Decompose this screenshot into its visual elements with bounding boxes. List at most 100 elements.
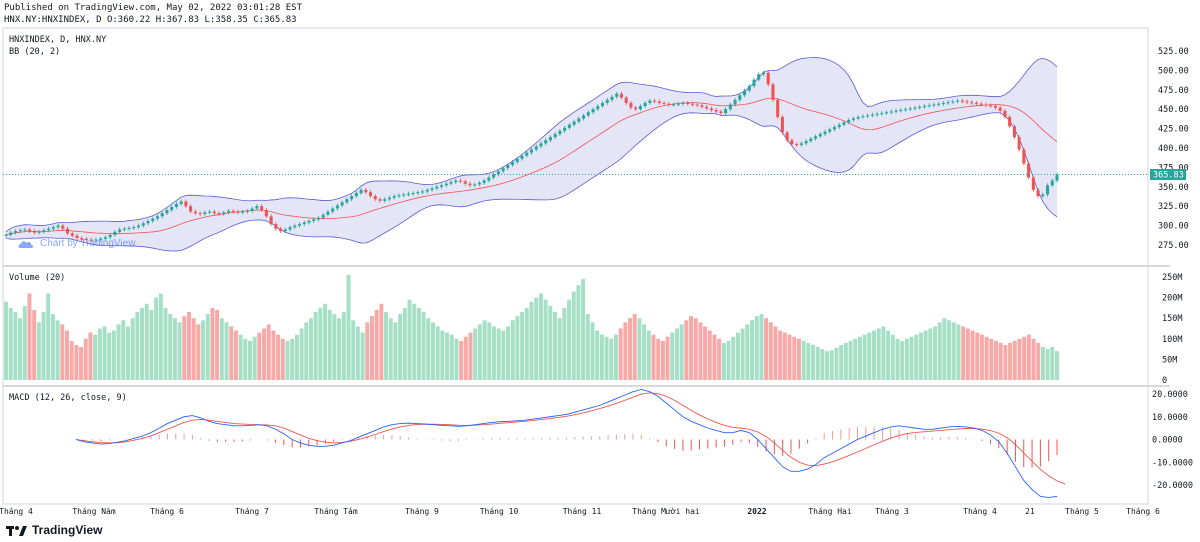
candle-body bbox=[99, 238, 103, 240]
volume-bar bbox=[529, 301, 534, 380]
volume-bar bbox=[524, 307, 529, 380]
candle-body bbox=[832, 127, 837, 130]
volume-bar bbox=[398, 314, 403, 380]
candle-body bbox=[449, 182, 453, 184]
volume-bar bbox=[881, 326, 886, 380]
volume-bar bbox=[276, 334, 281, 380]
volume-bar bbox=[862, 334, 867, 380]
volume-bar bbox=[581, 279, 586, 380]
candle-body bbox=[203, 212, 207, 214]
candle-body bbox=[222, 212, 226, 214]
candle-body bbox=[690, 103, 694, 105]
volume-bar bbox=[792, 336, 797, 380]
volume-bar bbox=[332, 314, 337, 380]
candle-body bbox=[146, 220, 150, 224]
volume-bar bbox=[412, 303, 417, 380]
volume-bar bbox=[238, 334, 243, 380]
candle-body bbox=[454, 180, 458, 183]
volume-bar bbox=[712, 334, 717, 380]
candle-body bbox=[733, 99, 737, 105]
candle-body bbox=[582, 115, 586, 119]
volume-bar bbox=[158, 293, 163, 380]
volume-bar bbox=[290, 338, 295, 380]
tradingview-brand-text: TradingView bbox=[32, 523, 103, 537]
candle-body bbox=[657, 101, 661, 103]
bb-indicator-label: BB (20, 2) bbox=[9, 47, 60, 57]
volume-bar bbox=[731, 336, 736, 380]
volume-bar bbox=[567, 299, 572, 380]
time-axis-label: 2022 bbox=[747, 507, 766, 516]
volume-bar bbox=[557, 318, 562, 380]
candle-body bbox=[648, 100, 652, 103]
volume-bar bbox=[210, 307, 215, 380]
time-axis-label: Tháng Tám bbox=[314, 507, 358, 516]
candle-body bbox=[387, 197, 392, 200]
candle-body bbox=[600, 102, 605, 107]
candle-body bbox=[66, 228, 70, 234]
volume-bar bbox=[698, 322, 703, 380]
volume-bar bbox=[1017, 338, 1022, 380]
axes: 525.00 500.00 475.00 450.00 425.00 400.00 375.… bbox=[0, 47, 1193, 516]
volume-bar bbox=[182, 316, 187, 380]
candle-body bbox=[946, 102, 950, 104]
candle-body bbox=[473, 184, 477, 186]
volume-bar bbox=[895, 338, 900, 380]
macd-line bbox=[75, 388, 1058, 498]
time-axis-label: Tháng 6 bbox=[1126, 507, 1160, 516]
volume-bar bbox=[491, 326, 496, 380]
tradingview-logo[interactable]: TradingView bbox=[6, 523, 102, 537]
volume-bar bbox=[149, 309, 154, 380]
candle-body bbox=[340, 202, 344, 206]
volume-bar bbox=[984, 336, 989, 380]
candle-body bbox=[1027, 163, 1031, 178]
time-axis-label: Tháng Mười hai bbox=[632, 506, 700, 516]
candle-body bbox=[724, 109, 728, 114]
volume-bar bbox=[247, 340, 252, 380]
bb-basis-line bbox=[5, 97, 1058, 236]
volume-bar bbox=[796, 338, 801, 380]
candle-body bbox=[345, 199, 349, 203]
candle-body bbox=[402, 194, 406, 196]
cloud-icon bbox=[18, 240, 34, 248]
volume-bar bbox=[998, 342, 1003, 380]
candle-body bbox=[89, 239, 93, 241]
candle-body bbox=[37, 231, 41, 233]
volume-bar bbox=[18, 318, 23, 380]
candle-body bbox=[761, 72, 766, 75]
volume-bar bbox=[604, 336, 609, 380]
candle-body bbox=[113, 231, 117, 235]
macd-tick-label: 0.0000 bbox=[1152, 436, 1183, 446]
candle-body bbox=[506, 165, 510, 169]
candle-body bbox=[908, 108, 912, 110]
time-axis-label: Tháng 7 bbox=[235, 507, 269, 516]
volume-bar bbox=[956, 324, 961, 380]
volume-bar bbox=[426, 318, 431, 380]
candle-body bbox=[264, 210, 268, 217]
candle-body bbox=[56, 225, 60, 228]
candle-body bbox=[818, 134, 822, 137]
volume-bar bbox=[304, 322, 309, 380]
candle-body bbox=[799, 143, 803, 145]
candle-body bbox=[671, 104, 676, 106]
candle-body bbox=[643, 102, 647, 107]
volume-bar bbox=[890, 334, 895, 380]
candle-body bbox=[127, 227, 131, 229]
macd-series bbox=[75, 388, 1066, 498]
candle-body bbox=[586, 112, 590, 116]
volume-bar bbox=[510, 320, 515, 380]
volume-bar bbox=[834, 347, 839, 380]
candle-body bbox=[364, 189, 368, 193]
candle-body bbox=[80, 238, 84, 240]
volume-bar bbox=[994, 340, 998, 380]
candle-body bbox=[847, 120, 851, 123]
candle-body bbox=[814, 136, 818, 139]
candle-body bbox=[700, 105, 704, 107]
volume-bar bbox=[778, 330, 783, 380]
candle-body bbox=[151, 218, 155, 221]
candle-body bbox=[170, 206, 174, 211]
candle-body bbox=[932, 104, 936, 106]
volume-bar bbox=[243, 338, 248, 380]
volume-bar bbox=[144, 303, 149, 380]
candle-body bbox=[752, 79, 756, 86]
